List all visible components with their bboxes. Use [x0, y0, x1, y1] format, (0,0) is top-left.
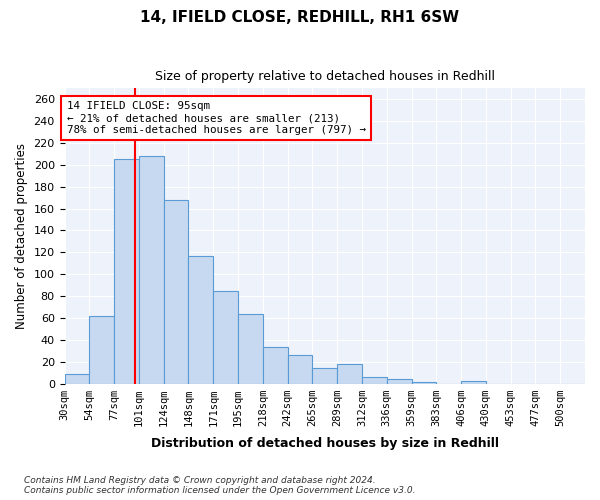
Text: 14 IFIELD CLOSE: 95sqm
← 21% of detached houses are smaller (213)
78% of semi-de: 14 IFIELD CLOSE: 95sqm ← 21% of detached…: [67, 102, 365, 134]
Bar: [287, 355, 313, 384]
Bar: [164, 200, 188, 384]
Text: 14, IFIELD CLOSE, REDHILL, RH1 6SW: 14, IFIELD CLOSE, REDHILL, RH1 6SW: [140, 10, 460, 25]
Text: Contains HM Land Registry data © Crown copyright and database right 2024.
Contai: Contains HM Land Registry data © Crown c…: [24, 476, 415, 495]
Bar: [387, 379, 412, 384]
Bar: [188, 256, 213, 384]
Bar: [263, 348, 287, 384]
Y-axis label: Number of detached properties: Number of detached properties: [15, 143, 28, 329]
Bar: [139, 156, 164, 384]
Bar: [412, 382, 436, 384]
Bar: [89, 316, 114, 384]
Bar: [213, 290, 238, 384]
Bar: [313, 368, 337, 384]
Bar: [461, 382, 486, 384]
Bar: [114, 160, 139, 384]
Bar: [238, 314, 263, 384]
Bar: [65, 374, 89, 384]
Bar: [362, 377, 387, 384]
X-axis label: Distribution of detached houses by size in Redhill: Distribution of detached houses by size …: [151, 437, 499, 450]
Bar: [337, 364, 362, 384]
Title: Size of property relative to detached houses in Redhill: Size of property relative to detached ho…: [155, 70, 495, 83]
